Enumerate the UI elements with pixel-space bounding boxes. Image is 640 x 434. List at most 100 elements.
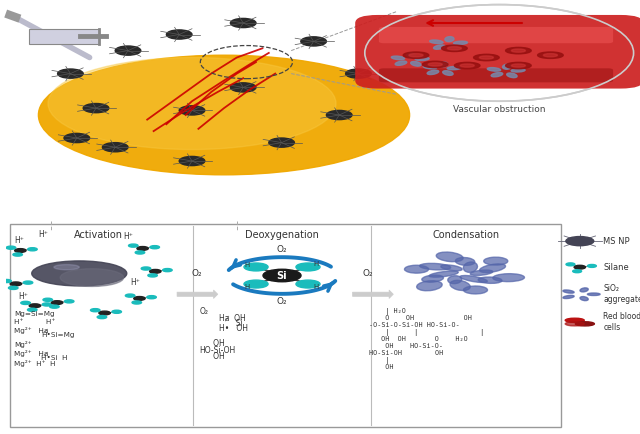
Circle shape [43, 298, 52, 301]
Circle shape [137, 247, 148, 250]
Ellipse shape [474, 54, 499, 61]
Text: H•Si  H: H•Si H [41, 355, 68, 361]
Ellipse shape [450, 280, 470, 290]
Circle shape [129, 244, 138, 247]
FancyBboxPatch shape [355, 15, 640, 89]
Ellipse shape [565, 322, 584, 326]
Circle shape [134, 296, 145, 300]
Text: Mg²⁺  H⁺  H: Mg²⁺ H⁺ H [14, 360, 56, 367]
Ellipse shape [563, 290, 574, 293]
Ellipse shape [565, 318, 584, 322]
Text: OH: OH [206, 339, 225, 349]
Ellipse shape [507, 73, 517, 78]
Ellipse shape [484, 257, 508, 265]
Ellipse shape [538, 52, 563, 59]
Ellipse shape [449, 46, 460, 50]
Ellipse shape [463, 286, 488, 294]
Ellipse shape [543, 53, 557, 57]
Text: H: H [244, 283, 249, 289]
Text: Activation: Activation [74, 230, 123, 240]
Circle shape [97, 316, 107, 319]
Circle shape [28, 308, 37, 311]
Text: H⁺: H⁺ [124, 232, 134, 241]
Text: Si: Si [276, 270, 287, 280]
Ellipse shape [575, 322, 595, 326]
Ellipse shape [454, 62, 480, 69]
Text: Mg²⁺: Mg²⁺ [14, 342, 31, 349]
Text: O    OH            OH: O OH OH [377, 315, 472, 321]
Circle shape [21, 301, 30, 305]
Ellipse shape [454, 41, 467, 44]
Text: Red blood
cells: Red blood cells [604, 312, 640, 332]
FancyBboxPatch shape [379, 27, 613, 43]
Ellipse shape [48, 57, 336, 149]
Ellipse shape [429, 271, 458, 277]
FancyBboxPatch shape [10, 224, 561, 427]
Circle shape [588, 264, 596, 267]
Ellipse shape [470, 270, 493, 276]
Circle shape [115, 46, 141, 55]
Circle shape [263, 269, 301, 282]
Text: Mg=Si=Mg: Mg=Si=Mg [14, 311, 54, 317]
Text: Hⱥ  OH: Hⱥ OH [219, 313, 245, 322]
Ellipse shape [429, 40, 443, 43]
Circle shape [574, 265, 586, 269]
Text: H•Si=Mg: H•Si=Mg [41, 332, 75, 338]
Ellipse shape [391, 56, 404, 60]
Circle shape [99, 311, 110, 315]
Circle shape [566, 263, 575, 266]
Ellipse shape [506, 47, 531, 54]
Ellipse shape [395, 61, 407, 66]
Ellipse shape [580, 288, 588, 292]
Circle shape [29, 304, 40, 308]
Text: HO-Si-OH: HO-Si-OH [200, 345, 236, 355]
Ellipse shape [491, 72, 503, 77]
Circle shape [148, 274, 157, 277]
Circle shape [6, 246, 16, 249]
Circle shape [28, 248, 37, 251]
Ellipse shape [478, 277, 502, 283]
Text: Vascular obstruction: Vascular obstruction [453, 105, 545, 114]
Text: HO-Si-OH        OH: HO-Si-OH OH [369, 350, 443, 356]
Circle shape [125, 294, 135, 297]
Text: Mg²⁺   Hⱥ: Mg²⁺ Hⱥ [14, 327, 49, 334]
Ellipse shape [511, 64, 525, 67]
Ellipse shape [487, 68, 500, 71]
Text: O₂: O₂ [276, 245, 287, 254]
Ellipse shape [493, 274, 524, 282]
Text: Si: Si [231, 319, 243, 328]
Text: SiO₂
aggregate: SiO₂ aggregate [604, 284, 640, 304]
Ellipse shape [460, 276, 487, 283]
Circle shape [269, 138, 294, 147]
Circle shape [132, 301, 141, 304]
Ellipse shape [433, 45, 445, 49]
Ellipse shape [411, 62, 421, 66]
Text: OH    HO-Si-O-: OH HO-Si-O- [377, 343, 443, 349]
FancyBboxPatch shape [29, 29, 99, 44]
Ellipse shape [428, 63, 442, 66]
Text: | H₂O: | H₂O [377, 308, 406, 315]
Ellipse shape [422, 61, 448, 68]
Ellipse shape [441, 265, 462, 271]
Circle shape [301, 37, 326, 46]
Text: Deoxygenation: Deoxygenation [245, 230, 319, 240]
Circle shape [150, 246, 159, 249]
Ellipse shape [415, 57, 429, 61]
Text: H⁺: H⁺ [130, 278, 140, 287]
Circle shape [147, 296, 156, 299]
Ellipse shape [580, 296, 588, 301]
Circle shape [573, 270, 582, 273]
Text: H⁺: H⁺ [14, 236, 24, 245]
Ellipse shape [511, 49, 525, 52]
Circle shape [42, 303, 52, 306]
Ellipse shape [38, 55, 410, 175]
Circle shape [15, 249, 26, 253]
Ellipse shape [506, 62, 531, 69]
Circle shape [64, 133, 90, 143]
Circle shape [8, 286, 18, 289]
Ellipse shape [445, 36, 454, 42]
Ellipse shape [455, 257, 475, 265]
Text: |: | [377, 357, 389, 364]
Ellipse shape [588, 293, 600, 296]
Text: MS NP: MS NP [604, 237, 630, 246]
